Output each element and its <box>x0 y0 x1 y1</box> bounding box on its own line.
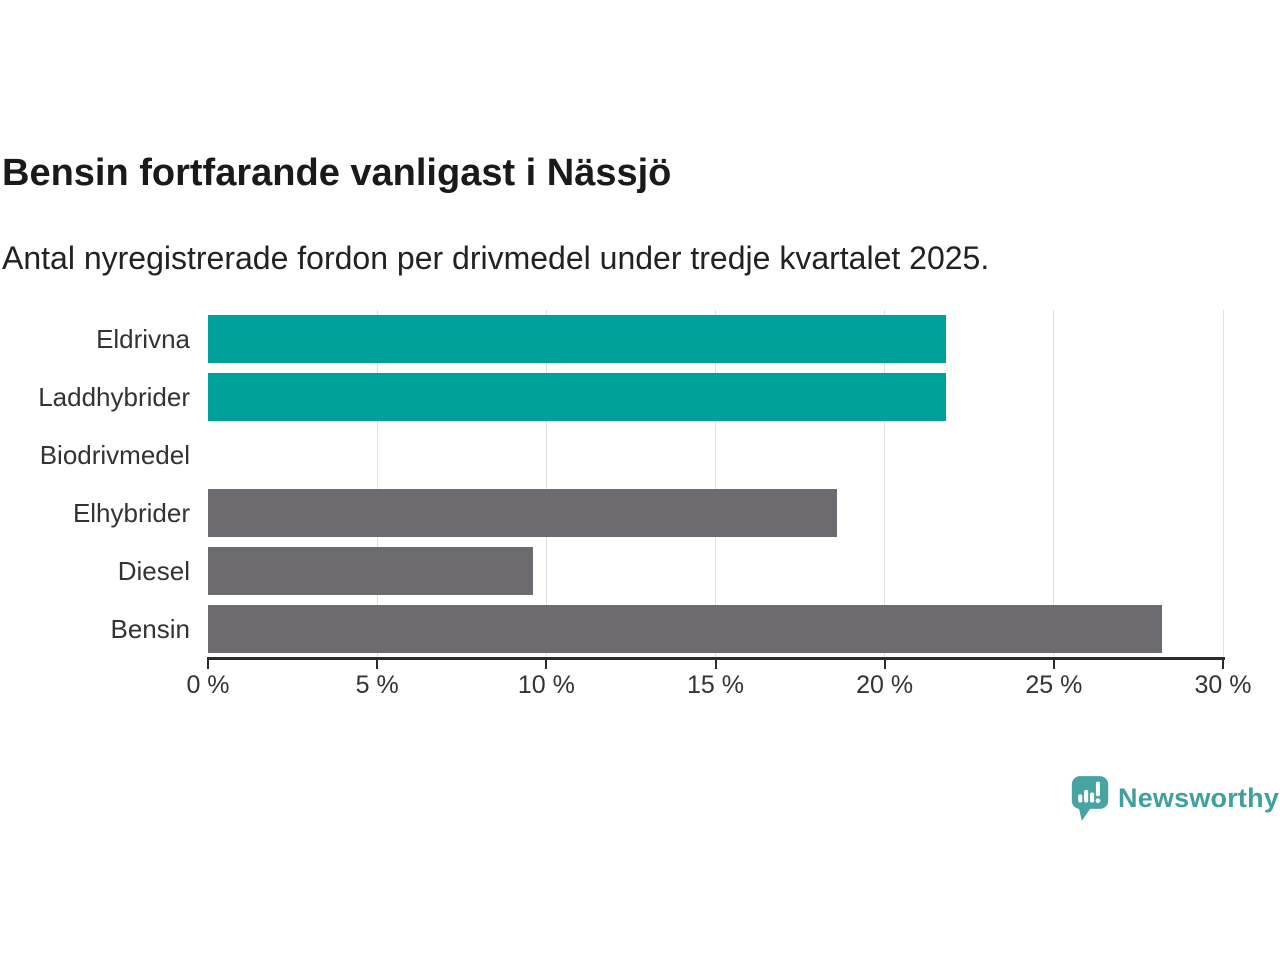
bar-eldrivna <box>208 315 946 363</box>
newsworthy-logo-text: Newsworthy <box>1118 782 1280 813</box>
bar-diesel <box>208 547 533 595</box>
category-label-biodrivmedel: Biodrivmedel <box>39 440 190 470</box>
category-label-eldrivna: Eldrivna <box>96 324 190 354</box>
x-tick-label: 30 % <box>1194 671 1252 699</box>
gridline <box>545 310 547 658</box>
x-tick <box>1222 660 1224 669</box>
x-tick-label: 20 % <box>856 671 914 699</box>
newsworthy-logo-icon <box>1071 776 1109 821</box>
gridline <box>884 310 886 658</box>
x-tick-label: 15 % <box>687 671 744 699</box>
gridline <box>715 310 716 658</box>
category-labels: Eldrivna Laddhybrider Biodrivmedel Elhybrid… <box>0 310 190 658</box>
x-tick <box>1052 660 1055 669</box>
gridline <box>1222 310 1224 658</box>
x-tick <box>207 660 209 669</box>
x-tick <box>714 660 717 669</box>
bar-bensin <box>208 605 1163 653</box>
x-tick-label: 0 % <box>186 671 230 699</box>
x-tick-label: 25 % <box>1025 671 1083 699</box>
x-tick <box>545 660 548 669</box>
x-tick <box>883 660 886 669</box>
category-label-diesel: Diesel <box>117 556 190 586</box>
x-axis-line <box>207 657 1225 660</box>
bar-laddhybrider <box>208 373 946 421</box>
newsworthy-logo: Newsworthy <box>1070 774 1279 822</box>
chart-subtitle: Antal nyregistrerade fordon per drivmede… <box>2 240 990 276</box>
x-tick <box>376 660 379 669</box>
plot-area <box>208 310 1224 658</box>
x-tick-label: 10 % <box>517 671 575 699</box>
chart-title: Bensin fortfarande vanligast i Nässjö <box>2 152 672 194</box>
category-label-bensin: Bensin <box>110 614 191 644</box>
mini-bar-chart-glyph <box>1078 781 1101 804</box>
category-label-elhybrider: Elhybrider <box>72 498 190 528</box>
x-tick-label: 5 % <box>355 671 399 699</box>
category-label-laddhybrider: Laddhybrider <box>38 382 190 412</box>
bar-elhybrider <box>208 489 838 537</box>
gridline <box>376 310 378 658</box>
gridline <box>1053 310 1055 658</box>
